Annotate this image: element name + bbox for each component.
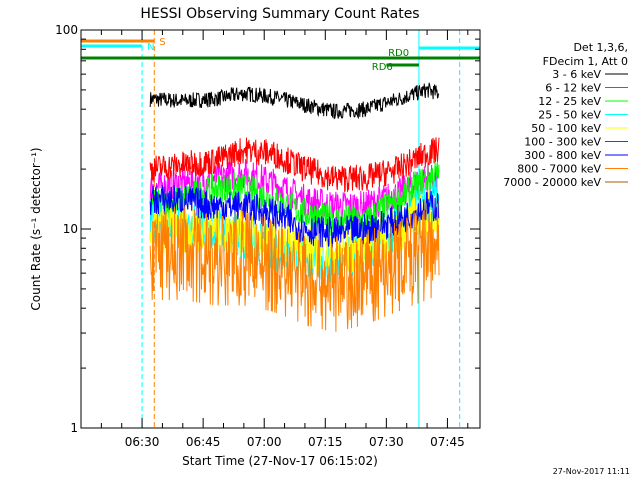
legend-label: 50 - 100 keV xyxy=(531,122,601,135)
x-tick-label: 07:30 xyxy=(369,435,404,449)
legend-label: 100 - 300 keV xyxy=(524,136,601,149)
legend-label: 300 - 800 keV xyxy=(524,149,601,162)
flag-label: RD0 xyxy=(388,48,409,59)
y-axis-label: Count Rate (s⁻¹ detector⁻¹) xyxy=(29,147,43,310)
legend-label: 7000 - 20000 keV xyxy=(503,176,601,189)
legend-header-line-1: Det 1,3,6, xyxy=(573,41,628,54)
y-tick-label: 1 xyxy=(70,421,78,435)
series-line xyxy=(149,137,440,194)
legend-label: 6 - 12 keV xyxy=(545,82,601,95)
x-tick-label: 07:00 xyxy=(247,435,282,449)
y-axis: 1 10 100 xyxy=(55,23,480,435)
flag-label: N xyxy=(147,42,154,53)
x-tick-label: 06:30 xyxy=(125,435,160,449)
x-tick-label: 07:45 xyxy=(430,435,465,449)
flag-bars: SN RD0 RD6 xyxy=(81,37,480,73)
x-axis: 06:30 06:45 07:00 07:15 07:30 07:45 xyxy=(80,30,469,449)
series-line xyxy=(149,203,440,332)
x-tick-label: 07:15 xyxy=(308,435,343,449)
x-tick-label: 06:45 xyxy=(186,435,221,449)
legend-label: 12 - 25 keV xyxy=(538,95,601,108)
series-line xyxy=(149,184,440,249)
legend-label: 800 - 7000 keV xyxy=(517,163,601,176)
legend-header-line-2: FDecim 1, Att 0 xyxy=(543,55,628,68)
legend-label: 25 - 50 keV xyxy=(538,109,601,122)
flag-label: RD6 xyxy=(372,62,393,73)
data-series xyxy=(149,82,440,332)
flag-label: S xyxy=(159,37,165,48)
footer-timestamp: 27-Nov-2017 11:11 xyxy=(553,467,630,476)
series-line xyxy=(149,82,440,120)
x-axis-label: Start Time (27-Nov-17 06:15:02) xyxy=(182,454,378,468)
legend-label: 3 - 6 keV xyxy=(552,68,601,81)
y-tick-label: 100 xyxy=(55,23,78,37)
chart-title: HESSI Observing Summary Count Rates xyxy=(140,6,419,22)
y-tick-label: 10 xyxy=(63,222,78,236)
